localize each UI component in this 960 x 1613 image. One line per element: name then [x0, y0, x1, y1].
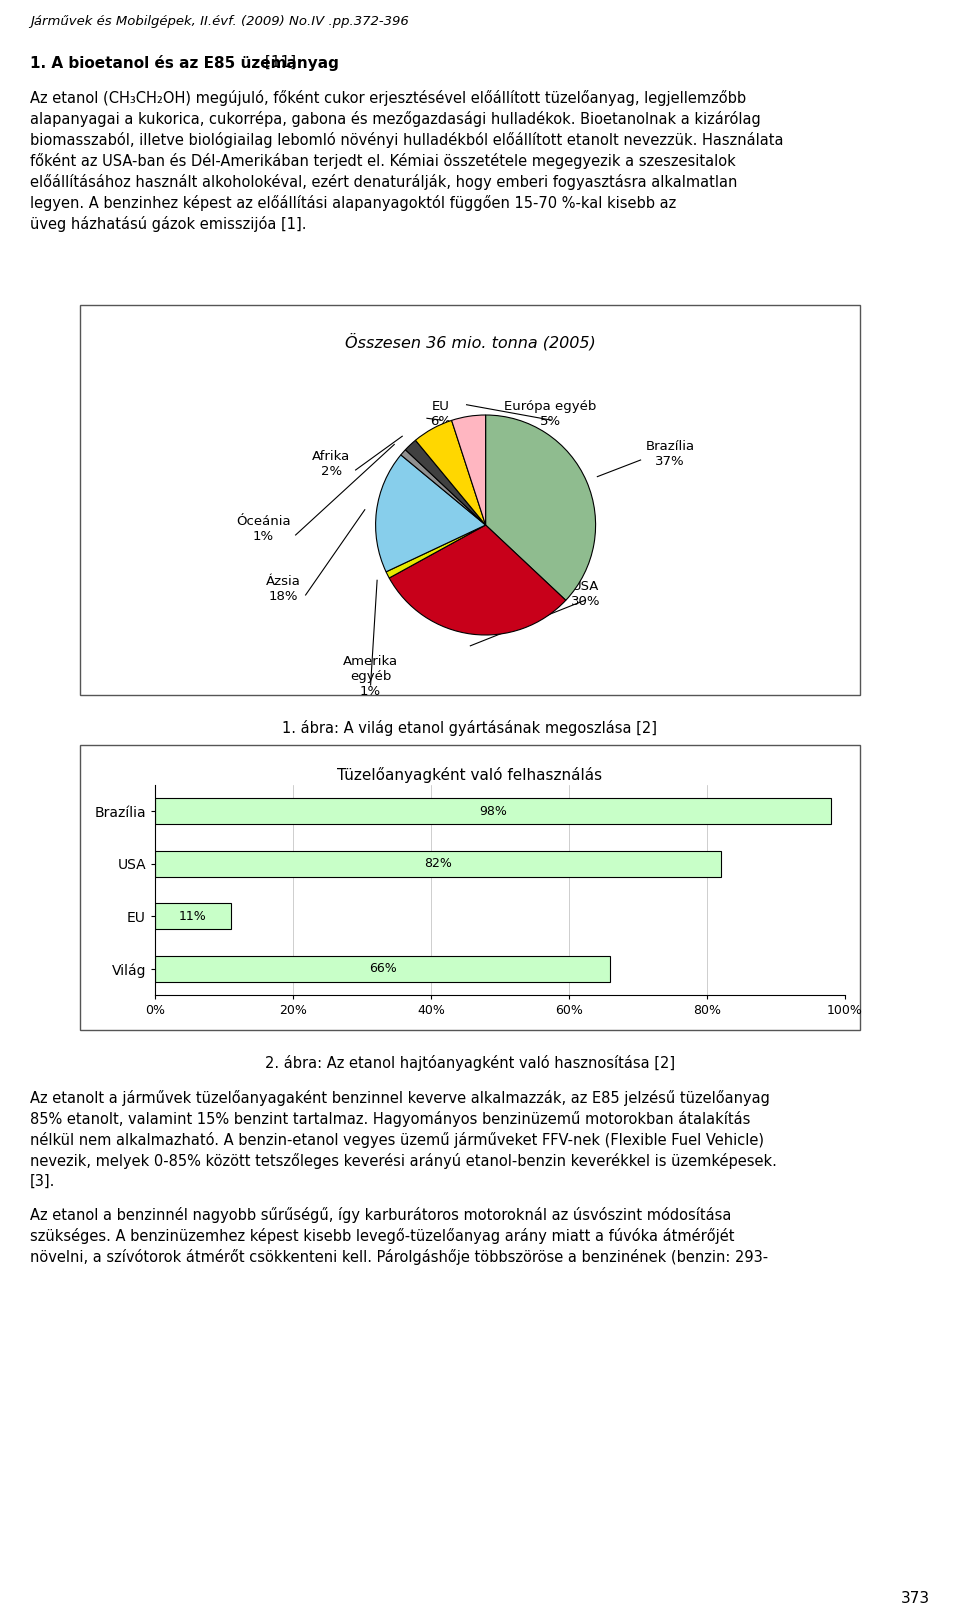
- Text: alapanyagai a kukorica, cukorrépa, gabona és mezőgazdasági hulladékok. Bioetanol: alapanyagai a kukorica, cukorrépa, gabon…: [30, 111, 760, 127]
- Wedge shape: [486, 415, 595, 600]
- Text: 98%: 98%: [479, 805, 507, 818]
- Wedge shape: [401, 450, 486, 524]
- FancyBboxPatch shape: [80, 745, 860, 1031]
- Text: 82%: 82%: [424, 857, 452, 871]
- Text: [11]: [11]: [259, 55, 296, 69]
- Wedge shape: [451, 415, 486, 524]
- Text: növelni, a szívótorok átmérőt csökkenteni kell. Párolgáshője többszöröse a benzi: növelni, a szívótorok átmérőt csökkenten…: [30, 1248, 768, 1265]
- Text: 85% etanolt, valamint 15% benzint tartalmaz. Hagyományos benzinüzemű motorokban : 85% etanolt, valamint 15% benzint tartal…: [30, 1111, 751, 1127]
- Wedge shape: [405, 440, 486, 524]
- Text: üveg házhatású gázok emisszijóa [1].: üveg házhatású gázok emisszijóa [1].: [30, 216, 306, 232]
- Text: 1. A bioetanol és az E85 üzemanyag: 1. A bioetanol és az E85 üzemanyag: [30, 55, 339, 71]
- Text: Járművek és Mobilgépek, II.évf. (2009) No.IV .pp.372-396: Járművek és Mobilgépek, II.évf. (2009) N…: [30, 15, 409, 27]
- Text: 11%: 11%: [180, 910, 206, 923]
- Wedge shape: [375, 455, 486, 573]
- Text: szükséges. A benzinüzemhez képest kisebb levegő-tüzelőanyag arány miatt a fúvóka: szükséges. A benzinüzemhez képest kisebb…: [30, 1227, 734, 1244]
- Text: Az etanolt a járművek tüzelőanyagaként benzinnel keverve alkalmazzák, az E85 jel: Az etanolt a járművek tüzelőanyagaként b…: [30, 1090, 770, 1107]
- Bar: [155, 850, 721, 877]
- Bar: [155, 903, 231, 929]
- Text: Az etanol a benzinnél nagyobb sűrűségű, így karburátoros motoroknál az úsvószint: Az etanol a benzinnél nagyobb sűrűségű, …: [30, 1207, 732, 1223]
- Text: [3].: [3].: [30, 1174, 56, 1189]
- Text: Az etanol (CH₃CH₂OH) megújuló, főként cukor erjesztésével előállított tüzelőanya: Az etanol (CH₃CH₂OH) megújuló, főként cu…: [30, 90, 746, 106]
- Text: legyen. A benzinhez képest az előállítási alapanyagoktól függően 15-70 %-kal kis: legyen. A benzinhez képest az előállítás…: [30, 195, 676, 211]
- Text: biomasszaból, illetve biológiailag lebomló növényi hulladékból előállított etano: biomasszaból, illetve biológiailag lebom…: [30, 132, 783, 148]
- Text: 66%: 66%: [369, 963, 396, 976]
- Text: Ázsia
18%: Ázsia 18%: [266, 574, 300, 603]
- Wedge shape: [389, 524, 565, 636]
- Wedge shape: [386, 524, 486, 577]
- Text: Afrika
2%: Afrika 2%: [312, 450, 350, 477]
- Text: 2. ábra: Az etanol hajtóanyagként való hasznosítása [2]: 2. ábra: Az etanol hajtóanyagként való h…: [265, 1055, 675, 1071]
- Text: főként az USA-ban és Dél-Amerikában terjedt el. Kémiai összetétele megegyezik a : főként az USA-ban és Dél-Amerikában terj…: [30, 153, 735, 169]
- Text: Óceánia
1%: Óceánia 1%: [236, 515, 291, 544]
- Text: 1. ábra: A világ etanol gyártásának megoszlása [2]: 1. ábra: A világ etanol gyártásának mego…: [282, 719, 658, 736]
- Text: 373: 373: [900, 1590, 930, 1607]
- Text: nélkül nem alkalmazható. A benzin-etanol vegyes üzemű járműveket FFV-nek (Flexib: nélkül nem alkalmazható. A benzin-etanol…: [30, 1132, 764, 1148]
- Text: EU
6%: EU 6%: [430, 400, 451, 427]
- Text: nevezik, melyek 0-85% között tetszőleges keverési arányú etanol-benzin keverékke: nevezik, melyek 0-85% között tetszőleges…: [30, 1153, 777, 1169]
- Text: Tüzelőanyagként való felhasználás: Tüzelőanyagként való felhasználás: [337, 768, 603, 782]
- Text: Összesen 36 mio. tonna (2005): Összesen 36 mio. tonna (2005): [345, 332, 595, 350]
- Bar: [155, 798, 831, 824]
- Bar: [155, 955, 611, 982]
- FancyBboxPatch shape: [80, 305, 860, 695]
- Text: Európa egyéb
5%: Európa egyéb 5%: [504, 400, 597, 427]
- Text: Amerika
egyéb
1%: Amerika egyéb 1%: [343, 655, 398, 698]
- Text: előállításához használt alkoholokéval, ezért denaturálják, hogy emberi fogyasztá: előállításához használt alkoholokéval, e…: [30, 174, 737, 190]
- Text: USA
30%: USA 30%: [571, 581, 600, 608]
- Wedge shape: [416, 421, 486, 524]
- Text: Brazília
37%: Brazília 37%: [645, 440, 695, 468]
